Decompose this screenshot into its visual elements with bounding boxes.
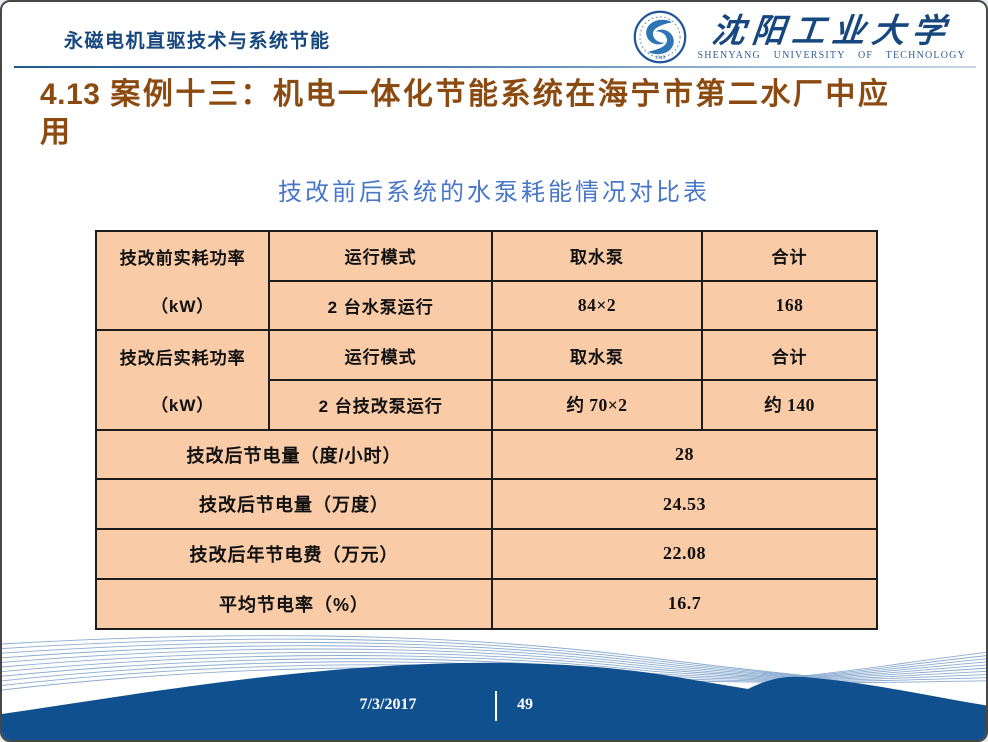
cell-run-mode-value: 2 台技改泵运行 [268,379,493,431]
cell-before-power-label: 技改前实耗功率 （kW） [94,229,271,332]
slide-header-title: 永磁电机直驱技术与系统节能 [64,31,331,52]
emblem-founded-year: 1949 [655,55,666,61]
cell-total-header: 合计 [701,329,878,382]
cell-intake-pump-value: 约 70×2 [490,379,704,431]
table-row: 平均节电率（%） 16.7 [95,577,879,630]
footer-date: 7/3/2017 [359,696,417,713]
header-divider-line [14,66,976,69]
table-row: 2 台技改泵运行 约 70×2 约 140 [96,379,878,431]
university-name-en: SHENYANG UNIVERSITY OF TECHNOLOGY [697,50,966,61]
cell-summary-label: 平均节电率（%） [95,577,493,630]
footer-wave-decoration [2,618,986,740]
footer-separator [495,691,497,721]
table-row: 技改前实耗功率 （kW） 运行模式 取水泵 合计 [94,229,878,332]
cell-intake-pump-value: 84×2 [490,279,704,332]
university-name-cn: 沈阳工业大学 [709,11,954,50]
cell-after-power-label: 技改后实耗功率 （kW） [94,329,271,431]
cell-summary-value: 28 [490,428,879,481]
cell-run-mode-header: 运行模式 [268,230,493,282]
cell-run-mode-value: 2 台水泵运行 [268,279,493,332]
table-row: 2 台水泵运行 84×2 168 [96,279,878,332]
table-row: 技改后实耗功率 （kW） 运行模式 取水泵 合计 [94,329,878,431]
university-wordmark: 沈阳工业大学 SHENYANG UNIVERSITY OF TECHNOLOGY [697,11,966,61]
cell-summary-label: 技改后节电量（度/小时） [95,428,493,481]
emblem-s-swirl-icon [646,19,673,45]
university-logo: 1949 沈阳工业大学 SHENYANG UNIVERSITY OF TECHN… [628,7,970,67]
cell-run-mode-header: 运行模式 [268,329,493,382]
energy-comparison-table: 技改前实耗功率 （kW） 运行模式 取水泵 合计 2 台水泵运行 84×2 16… [94,229,879,630]
wave-solid-shape [2,662,986,740]
cell-total-value: 约 140 [701,379,878,431]
cell-summary-label: 技改后节电量（万度） [95,478,493,531]
heading-number: 4.13 [40,78,101,111]
cell-summary-label: 技改后年节电费（万元） [95,528,493,580]
table-row: 技改后年节电费（万元） 22.08 [95,528,879,580]
cell-summary-value: 24.53 [490,478,879,531]
footer-page-number: 49 [517,696,533,713]
university-emblem-icon: 1949 [634,10,687,64]
heading-text: 案例十三：机电一体化节能系统在海宁市第二水厂中应用 [40,78,891,149]
cell-total-header: 合计 [701,230,878,282]
cell-intake-pump-header: 取水泵 [490,329,704,382]
cell-total-value: 168 [701,279,878,332]
wave-graphic [2,635,986,740]
cell-summary-value: 22.08 [490,528,879,580]
slide-heading: 4.13 案例十三：机电一体化节能系统在海宁市第二水厂中应用 [40,76,912,152]
table-title: 技改前后系统的水泵耗能情况对比表 [278,179,710,206]
cell-intake-pump-header: 取水泵 [490,230,704,282]
table-row: 技改后节电量（度/小时） 28 [95,428,879,481]
table-row: 技改后节电量（万度） 24.53 [95,478,879,531]
cell-summary-value: 16.7 [490,577,879,630]
